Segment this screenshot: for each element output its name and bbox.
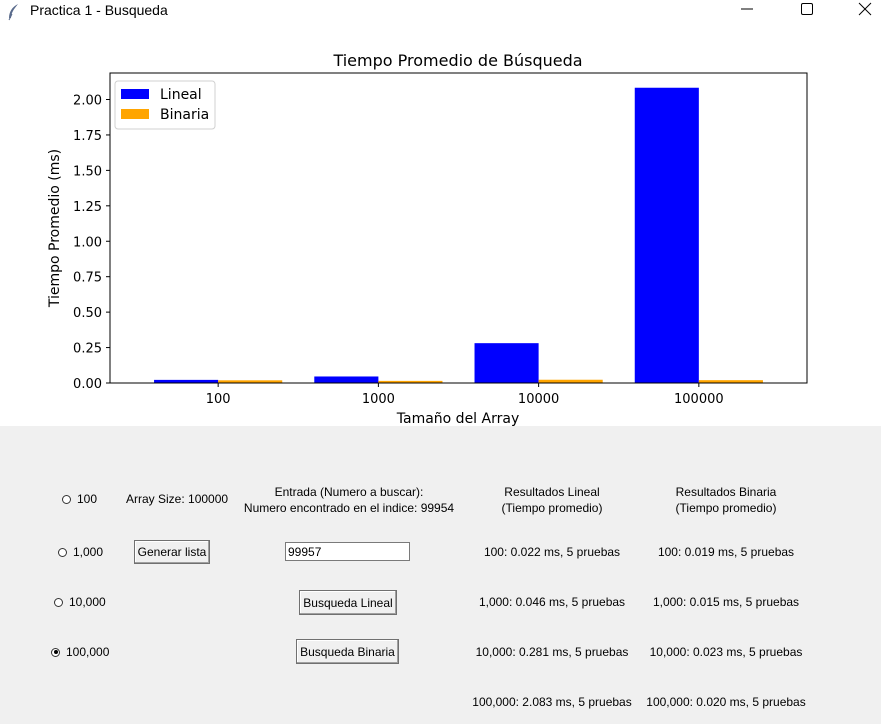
maximize-icon bbox=[801, 3, 813, 15]
y-axis-label: Tiempo Promedio (ms) bbox=[47, 149, 63, 308]
binary-search-button[interactable]: Busqueda Binaria bbox=[296, 639, 399, 664]
radio-label: 100,000 bbox=[66, 645, 110, 659]
linear-search-button[interactable]: Busqueda Lineal bbox=[299, 590, 397, 615]
linear-results-header: Resultados Lineal (Tiempo promedio) bbox=[501, 485, 603, 515]
bar-binaria-1000 bbox=[378, 380, 443, 383]
entry-label: Entrada (Numero a buscar): Numero encont… bbox=[240, 485, 458, 515]
found-index-text: Numero encontrado en el indice: 99954 bbox=[243, 501, 455, 515]
radio-label: 100 bbox=[77, 492, 98, 506]
radio-indicator bbox=[51, 647, 60, 657]
radio-size-10000[interactable]: 10,000 bbox=[54, 595, 106, 609]
y-tick-label: 0.75 bbox=[73, 271, 102, 286]
controls-panel: 100 1,000 10,000 100,000 Array Size: 100… bbox=[0, 426, 881, 724]
y-tick-label: 1.50 bbox=[73, 164, 102, 179]
array-size-label: Array Size: 100000 bbox=[126, 492, 229, 506]
bar-lineal-1000 bbox=[314, 376, 379, 383]
linear-result-100: 100: 0.022 ms, 5 pruebas bbox=[483, 545, 621, 559]
x-axis-label: Tamaño del Array bbox=[396, 411, 519, 426]
bar-binaria-100000 bbox=[698, 380, 763, 383]
legend-label-lineal: Lineal bbox=[160, 87, 202, 103]
binary-result-10000: 10,000: 0.023 ms, 5 pruebas bbox=[649, 645, 803, 659]
legend-swatch-lineal bbox=[121, 89, 149, 99]
binary-result-1000: 1,000: 0.015 ms, 5 pruebas bbox=[652, 595, 800, 609]
bar-lineal-100 bbox=[154, 379, 219, 383]
chart-canvas: 0.00 0.25 0.50 0.75 1.00 1.25 1.50 1.75 2.00 100… bbox=[0, 28, 881, 426]
y-tick-label: 0.50 bbox=[73, 306, 102, 321]
x-tick-label: 1000 bbox=[362, 392, 395, 407]
binary-results-header: Resultados Binaria (Tiempo promedio) bbox=[675, 485, 777, 515]
radio-size-100[interactable]: 100 bbox=[62, 492, 97, 506]
y-tick-label: 1.00 bbox=[73, 235, 102, 250]
generate-list-button[interactable]: Generar lista bbox=[134, 540, 210, 564]
maximize-button[interactable] bbox=[784, 0, 830, 22]
bar-lineal-100000 bbox=[634, 87, 699, 384]
window-title: Practica 1 - Busqueda bbox=[30, 2, 168, 18]
close-button[interactable] bbox=[842, 0, 881, 22]
y-tick-label: 0.25 bbox=[73, 342, 102, 357]
minimize-icon bbox=[741, 8, 753, 10]
radio-indicator bbox=[62, 494, 71, 504]
binary-result-100000: 100,000: 0.020 ms, 5 pruebas bbox=[646, 695, 806, 709]
minimize-button[interactable] bbox=[724, 0, 770, 22]
linear-result-100000: 100,000: 2.083 ms, 5 pruebas bbox=[472, 695, 632, 709]
radio-label: 10,000 bbox=[69, 595, 106, 609]
binary-result-100: 100: 0.019 ms, 5 pruebas bbox=[657, 545, 795, 559]
bar-chart: 0.00 0.25 0.50 0.75 1.00 1.25 1.50 1.75 2.00 100… bbox=[47, 51, 808, 426]
bar-binaria-10000 bbox=[538, 379, 603, 383]
x-tick-label: 100000 bbox=[674, 392, 724, 407]
linear-result-1000: 1,000: 0.046 ms, 5 pruebas bbox=[478, 595, 626, 609]
radio-size-1000[interactable]: 1,000 bbox=[58, 545, 103, 559]
y-tick-label: 1.25 bbox=[73, 200, 102, 215]
x-tick-label: 10000 bbox=[518, 392, 559, 407]
linear-result-10000: 10,000: 0.281 ms, 5 pruebas bbox=[475, 645, 629, 659]
y-tick-label: 2.00 bbox=[73, 94, 102, 109]
legend-label-binaria: Binaria bbox=[160, 107, 209, 123]
chart-title: Tiempo Promedio de Búsqueda bbox=[332, 51, 582, 70]
radio-indicator bbox=[58, 547, 67, 557]
plot-frame bbox=[109, 72, 808, 384]
legend-swatch-binaria bbox=[121, 109, 149, 119]
radio-size-100000[interactable]: 100,000 bbox=[51, 645, 109, 659]
bar-lineal-10000 bbox=[474, 343, 539, 383]
window-titlebar: Practica 1 - Busqueda bbox=[0, 0, 881, 28]
feather-icon bbox=[8, 4, 18, 21]
y-tick-label: 0.00 bbox=[73, 377, 102, 392]
close-icon bbox=[858, 2, 872, 16]
bar-binaria-100 bbox=[218, 380, 283, 383]
radio-label: 1,000 bbox=[73, 545, 104, 559]
radio-indicator bbox=[54, 597, 63, 607]
x-tick-label: 100 bbox=[206, 392, 231, 407]
chart-legend: Lineal Binaria bbox=[114, 80, 216, 130]
search-number-input[interactable] bbox=[285, 542, 410, 561]
y-tick-label: 1.75 bbox=[73, 129, 102, 144]
